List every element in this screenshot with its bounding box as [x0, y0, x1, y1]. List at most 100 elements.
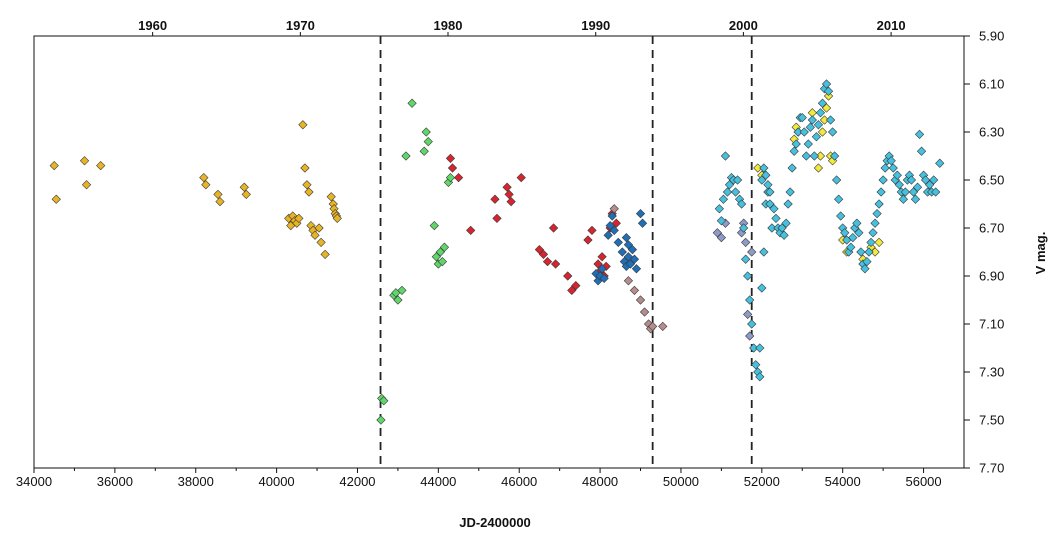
data-point — [637, 218, 648, 228]
x-tick-label: 50000 — [663, 474, 699, 489]
x-tick-label: 44000 — [420, 474, 456, 489]
series-5 — [609, 204, 668, 334]
data-point — [302, 180, 312, 190]
data-point — [627, 244, 638, 255]
series-6 — [712, 218, 757, 341]
data-point — [563, 271, 573, 281]
data-point — [813, 120, 824, 130]
x-tick-label: 56000 — [905, 474, 941, 489]
data-point — [447, 163, 458, 173]
data-point — [571, 280, 581, 291]
top-year-axis: 1960 1970 1980 1990 2000 2010 — [138, 18, 906, 36]
y-tick-label: 7.30 — [979, 365, 1004, 380]
data-point — [597, 264, 607, 274]
data-point — [757, 283, 767, 293]
data-point — [803, 139, 813, 149]
data-point — [716, 232, 727, 243]
y-tick-label: 5.90 — [979, 29, 1004, 44]
data-point — [609, 204, 619, 214]
data-point — [870, 218, 880, 228]
data-point — [912, 182, 923, 192]
data-point — [621, 232, 631, 243]
data-point — [866, 237, 876, 248]
data-point — [51, 194, 61, 204]
data-point — [823, 91, 834, 101]
data-point — [745, 331, 755, 341]
data-point — [741, 254, 751, 264]
data-point — [548, 223, 559, 233]
data-point — [763, 180, 773, 190]
data-point — [832, 175, 842, 185]
y-tick-label: 6.70 — [979, 221, 1004, 236]
data-point — [599, 273, 609, 284]
data-point — [906, 175, 917, 185]
data-point — [595, 271, 605, 281]
data-point — [753, 163, 763, 173]
data-points — [49, 79, 945, 425]
data-point — [629, 254, 640, 264]
data-point — [914, 129, 925, 140]
data-point — [862, 256, 872, 267]
data-point — [658, 321, 668, 332]
data-point — [607, 211, 617, 221]
data-point — [538, 249, 549, 260]
x-axis-title: JD-2400000 — [459, 515, 531, 530]
data-point — [747, 319, 757, 329]
data-point — [587, 225, 597, 236]
x-tick-label: 42000 — [339, 474, 375, 489]
top-year-label: 2010 — [877, 18, 906, 33]
data-point — [836, 211, 846, 221]
data-point — [743, 309, 753, 320]
data-point — [304, 187, 314, 197]
data-point — [213, 189, 223, 200]
data-point — [625, 259, 636, 269]
data-point — [929, 175, 939, 185]
data-point — [759, 247, 769, 257]
data-point — [935, 158, 945, 168]
data-point — [720, 151, 731, 161]
data-point — [635, 208, 646, 219]
top-year-label: 1990 — [581, 18, 610, 33]
data-point — [316, 237, 326, 248]
data-point — [730, 187, 741, 197]
data-point — [397, 285, 407, 296]
data-point — [815, 151, 826, 161]
data-point — [741, 237, 751, 248]
data-point — [920, 175, 931, 185]
data-point — [860, 264, 870, 274]
x-tick-label: 38000 — [178, 474, 214, 489]
data-point — [613, 237, 623, 248]
x-tick-label: 54000 — [825, 474, 861, 489]
data-point — [892, 170, 902, 180]
data-point — [868, 228, 878, 238]
data-point — [597, 252, 607, 262]
data-point — [239, 182, 249, 192]
data-point — [583, 235, 593, 245]
y-tick-label: 6.30 — [979, 125, 1004, 140]
x-tick-label: 46000 — [501, 474, 537, 489]
data-point — [759, 163, 769, 173]
plot-frame — [33, 35, 965, 469]
data-point — [757, 175, 767, 185]
data-point — [888, 163, 898, 173]
data-point — [300, 163, 310, 173]
data-point — [502, 182, 512, 192]
y-tick-label: 7.10 — [979, 317, 1004, 332]
y-tick-label: 6.10 — [979, 77, 1004, 92]
data-point — [298, 120, 308, 130]
data-point — [874, 199, 884, 209]
data-point — [769, 204, 779, 214]
data-point — [821, 79, 832, 89]
top-year-label: 1980 — [434, 18, 463, 33]
data-point — [755, 372, 765, 382]
top-year-label: 1960 — [138, 18, 167, 33]
top-year-label: 2000 — [729, 18, 758, 33]
data-point — [542, 256, 553, 267]
data-point — [49, 160, 59, 171]
data-point — [439, 242, 450, 252]
data-point — [201, 180, 211, 190]
data-point — [785, 187, 795, 197]
data-point — [407, 98, 417, 108]
data-point — [908, 187, 919, 197]
data-point — [825, 115, 836, 125]
